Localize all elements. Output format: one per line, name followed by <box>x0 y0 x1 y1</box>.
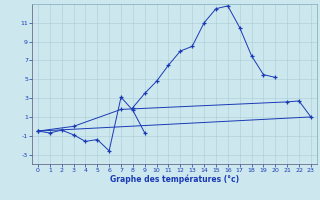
X-axis label: Graphe des températures (°c): Graphe des températures (°c) <box>110 174 239 184</box>
